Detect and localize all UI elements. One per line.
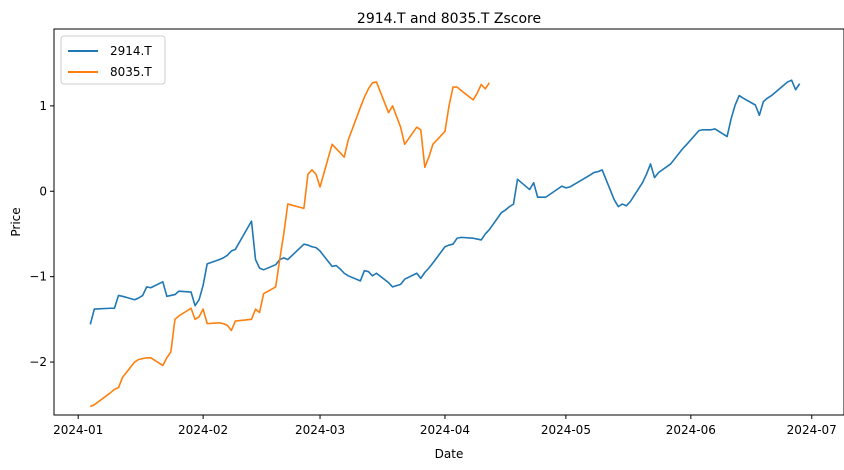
y-axis: −2 −1 0 1 [29, 99, 54, 369]
plot-frame [53, 28, 844, 416]
series-layer [89, 79, 801, 408]
x-tick-label: 2024-07 [787, 423, 837, 437]
y-tick-label: 1 [39, 99, 47, 113]
y-tick-label: −1 [29, 270, 47, 284]
legend-label: 2914.T [110, 44, 152, 58]
x-tick-label: 2024-03 [295, 423, 345, 437]
legend: 2914.T 8035.T [60, 35, 166, 85]
x-axis: 2024-01 2024-02 2024-03 2024-04 2024-05 2024-… [53, 415, 837, 437]
series-line-8035-t [89, 81, 490, 408]
x-tick-label: 2024-05 [541, 423, 591, 437]
y-tick-label: −2 [29, 355, 47, 369]
chart-title: 2914.T and 8035.T Zscore [357, 11, 541, 27]
x-tick-label: 2024-02 [178, 423, 228, 437]
legend-label: 8035.T [110, 65, 152, 79]
x-tick-label: 2024-06 [666, 423, 716, 437]
series-line-2914-t [89, 79, 801, 325]
x-tick-label: 2024-04 [420, 423, 470, 437]
y-axis-label: Price [9, 207, 23, 236]
x-axis-label: Date [435, 447, 464, 461]
x-tick-label: 2024-01 [53, 423, 103, 437]
y-tick-label: 0 [39, 184, 47, 198]
